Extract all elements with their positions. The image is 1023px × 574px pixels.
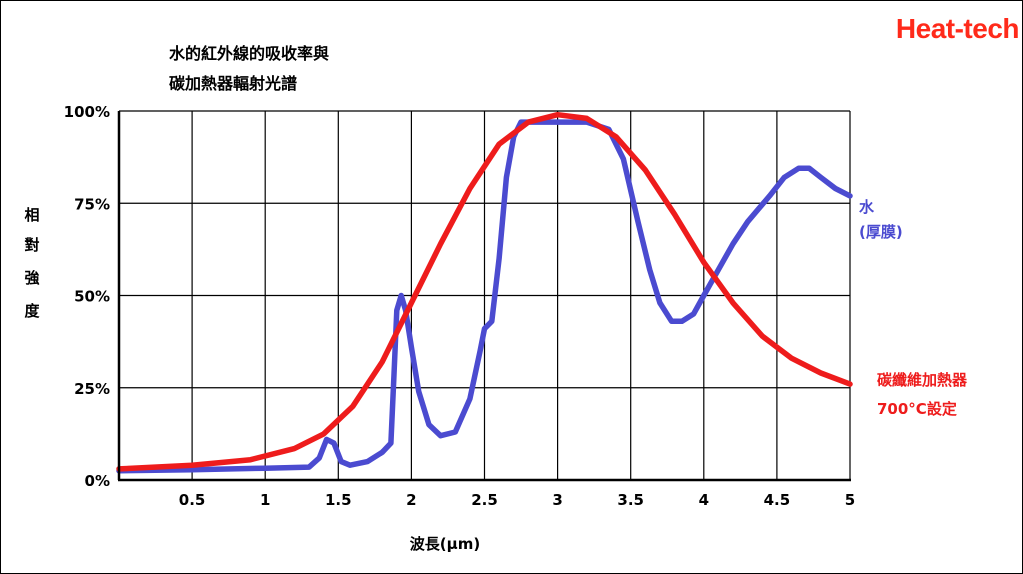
x-tick-label: 3 — [552, 491, 562, 509]
series-label-heater-line-2: 700°C設定 — [877, 400, 957, 418]
x-axis-title: 波長(μm) — [410, 535, 480, 553]
y-axis-title-char-1: 相 — [24, 206, 39, 224]
brand-logo: Heat-tech — [896, 13, 1019, 44]
y-tick-label: 0% — [85, 472, 110, 490]
series-line-carbon-heater — [116, 111, 853, 472]
y-tick-label: 25% — [74, 380, 110, 398]
x-tick-label: 4.5 — [764, 491, 791, 509]
chart-title-line-2: 碳加熱器輻射光譜 — [169, 74, 297, 93]
x-tick-label: 0.5 — [179, 491, 206, 509]
y-axis-title-char-2: 對 — [24, 236, 39, 254]
y-axis-title-char-3: 強 — [24, 269, 39, 287]
x-tick-label: 1 — [260, 491, 270, 509]
series-layer — [116, 111, 853, 474]
x-tick-labels: 0.5 1 1.5 2 2.5 3 3.5 4 4.5 5 — [179, 491, 855, 509]
y-axis-title-char-4: 度 — [24, 302, 40, 320]
y-tick-label: 50% — [74, 288, 110, 306]
x-tick-label: 3.5 — [617, 491, 644, 509]
series-label-water-line-1: 水 — [859, 198, 875, 216]
x-tick-label: 1.5 — [325, 491, 352, 509]
y-axis-title: 相 對 強 度 — [24, 206, 40, 320]
y-tick-labels: 0% 25% 50% 75% 100% — [64, 103, 110, 490]
series-line-water — [116, 119, 853, 474]
y-tick-label: 100% — [64, 103, 110, 121]
chart-title-line-1: 水的紅外線的吸收率與 — [169, 44, 329, 63]
grid-lines — [119, 110, 851, 480]
x-tick-label: 2.5 — [471, 491, 498, 509]
plot-area — [116, 110, 853, 482]
x-tick-label: 2 — [406, 491, 416, 509]
series-label-heater-line-1: 碳纖維加熱器 — [877, 371, 968, 389]
x-tick-label: 4 — [699, 491, 709, 509]
series-label-water-line-2: (厚膜) — [859, 223, 903, 241]
x-tick-label: 5 — [845, 491, 855, 509]
y-tick-label: 75% — [74, 195, 110, 213]
